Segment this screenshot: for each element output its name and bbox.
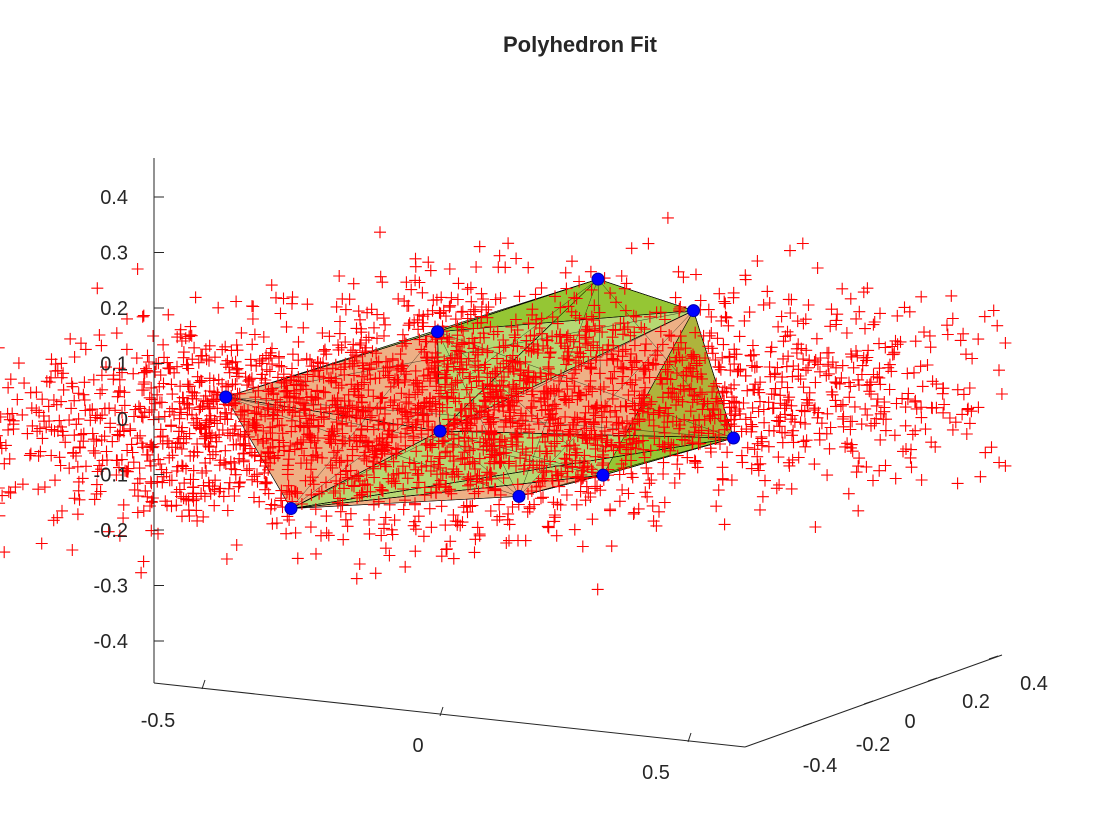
vertex-point bbox=[687, 304, 700, 318]
z-tick-label: 0.3 bbox=[100, 243, 128, 265]
x-tick-mark bbox=[201, 679, 206, 690]
plot-area bbox=[0, 211, 1012, 596]
y-tick-label: -0.2 bbox=[856, 734, 890, 756]
y-tick-label: -0.4 bbox=[803, 755, 837, 777]
point-cloud-series bbox=[0, 211, 1012, 596]
polyhedron-edge bbox=[290, 331, 438, 509]
z-tick-label: -0.1 bbox=[94, 465, 128, 487]
x-tick-mark bbox=[687, 732, 692, 743]
z-tick-label: 0 bbox=[117, 409, 128, 431]
vertex-point bbox=[219, 390, 233, 404]
z-tick-label: -0.3 bbox=[94, 576, 128, 598]
vertex-series bbox=[219, 272, 740, 516]
x-axis-line bbox=[153, 682, 746, 748]
polyhedron-edge bbox=[437, 310, 694, 332]
polyhedron-edge bbox=[518, 310, 694, 497]
z-tick-label: 0.2 bbox=[100, 298, 128, 320]
y-tick-mark bbox=[988, 655, 999, 660]
polyhedron-edge bbox=[602, 437, 734, 476]
vertex-point bbox=[284, 502, 298, 516]
x-tick-label: 0 bbox=[412, 735, 423, 757]
y-tick-label: 0.4 bbox=[1020, 673, 1048, 695]
x-tick-label: -0.5 bbox=[141, 710, 175, 732]
vertex-point bbox=[591, 272, 605, 286]
polyhedron-edge bbox=[225, 396, 292, 509]
x-tick-label: 0.5 bbox=[642, 762, 670, 784]
vertex-point bbox=[727, 431, 740, 445]
y-tick-mark bbox=[927, 677, 938, 682]
y-axis-line bbox=[744, 654, 1003, 748]
polyhedron-edge bbox=[439, 278, 599, 432]
polyhedron-edge bbox=[518, 474, 604, 497]
vertex-point bbox=[431, 325, 444, 339]
z-tick-label: -0.4 bbox=[94, 631, 128, 653]
z-tick-label: 0.4 bbox=[100, 187, 128, 209]
x-tick-mark bbox=[439, 706, 444, 717]
y-tick-mark bbox=[802, 722, 813, 727]
chart-title: Polyhedron Fit bbox=[503, 32, 658, 57]
vertex-point bbox=[512, 489, 526, 503]
polyhedron-edge bbox=[693, 310, 734, 439]
polyhedron-edge bbox=[437, 278, 599, 332]
y-tick-label: 0.2 bbox=[962, 691, 990, 713]
polyhedron-edge bbox=[290, 430, 441, 509]
y-tick-label: 0 bbox=[904, 711, 915, 733]
vertex-point bbox=[596, 468, 610, 482]
z-tick-label: -0.2 bbox=[94, 520, 128, 542]
vertex-point bbox=[433, 424, 447, 438]
axes: 0.4 0.3 0.2 0.1 0 -0.1 -0.2 -0.3 -0.4 -0.5 0 0.5 -0.… bbox=[94, 158, 1048, 784]
z-tick-label: 0.1 bbox=[100, 354, 128, 376]
y-tick-mark bbox=[863, 700, 874, 705]
polyhedron-edge bbox=[597, 278, 734, 439]
polyhedron-edge bbox=[597, 278, 694, 311]
point-marker-plus bbox=[0, 211, 1012, 596]
